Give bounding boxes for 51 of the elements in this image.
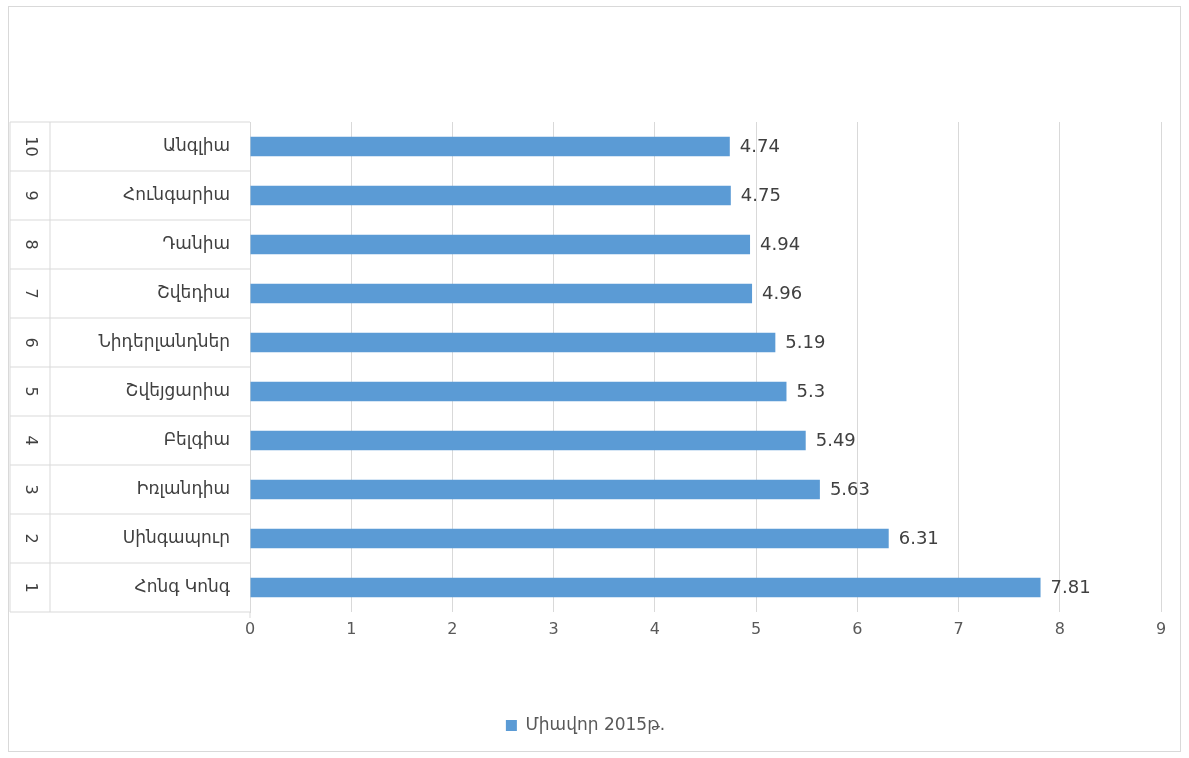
data-label: 5.49 — [815, 429, 856, 451]
y-tick-label: Անգլիա — [163, 134, 230, 155]
text: 1 — [21, 582, 41, 593]
y-tick-label: Դանիա — [162, 232, 230, 253]
text: 6 — [21, 337, 41, 348]
x-tick-label: 5 — [751, 618, 762, 638]
text: 4 — [21, 435, 41, 446]
x-tick-label: 4 — [649, 618, 660, 638]
y-tick-label: Նիդերլանդներ — [98, 330, 230, 351]
data-label: 7.81 — [1050, 576, 1091, 598]
bar — [250, 479, 820, 500]
data-label: 4.75 — [740, 184, 781, 206]
text: 2 — [21, 533, 41, 544]
x-tick-label: 6 — [852, 618, 863, 638]
text: 10 — [21, 136, 41, 157]
x-tick-label: 1 — [346, 618, 357, 638]
data-label: 4.96 — [762, 282, 803, 304]
text: 3 — [21, 484, 41, 495]
text: 5 — [21, 386, 41, 397]
data-label: 5.19 — [785, 331, 826, 353]
y-tick-label: Հունգարիա — [123, 183, 230, 204]
text: 7 — [21, 288, 41, 299]
data-label: 4.94 — [760, 233, 801, 255]
y-tick-label: Բելգիա — [163, 428, 230, 449]
y-tick-label: Շվեդիա — [156, 281, 230, 302]
bar — [250, 430, 806, 451]
bar — [250, 136, 730, 157]
x-tick-label: 9 — [1155, 618, 1167, 638]
bar — [250, 528, 889, 549]
y-tick-label: Սինգապուր — [122, 526, 230, 547]
bar — [250, 234, 751, 255]
bar — [250, 283, 753, 304]
y-tick-label: Իռլանդիա — [136, 477, 230, 498]
bar — [250, 185, 731, 206]
x-tick-label: 8 — [1054, 618, 1065, 638]
bar — [250, 332, 776, 353]
legend-label: Միավոր 2015թ. — [525, 713, 666, 734]
x-tick-label: 3 — [548, 618, 559, 638]
bar — [250, 577, 1041, 598]
data-label: 5.3 — [796, 380, 826, 402]
bar — [250, 381, 787, 402]
data-label: 5.63 — [829, 478, 870, 500]
data-label: 6.31 — [898, 527, 939, 549]
y-tick-label: Հոնգ Կոնգ — [134, 575, 231, 596]
x-tick-label: 2 — [447, 618, 458, 638]
text: 9 — [21, 190, 41, 201]
text: 8 — [21, 239, 41, 250]
x-tick-label: 0 — [244, 618, 256, 638]
x-tick-label: 7 — [953, 618, 964, 638]
data-label: 4.74 — [739, 135, 780, 157]
y-tick-label: Շվեյցարիա — [125, 379, 230, 400]
